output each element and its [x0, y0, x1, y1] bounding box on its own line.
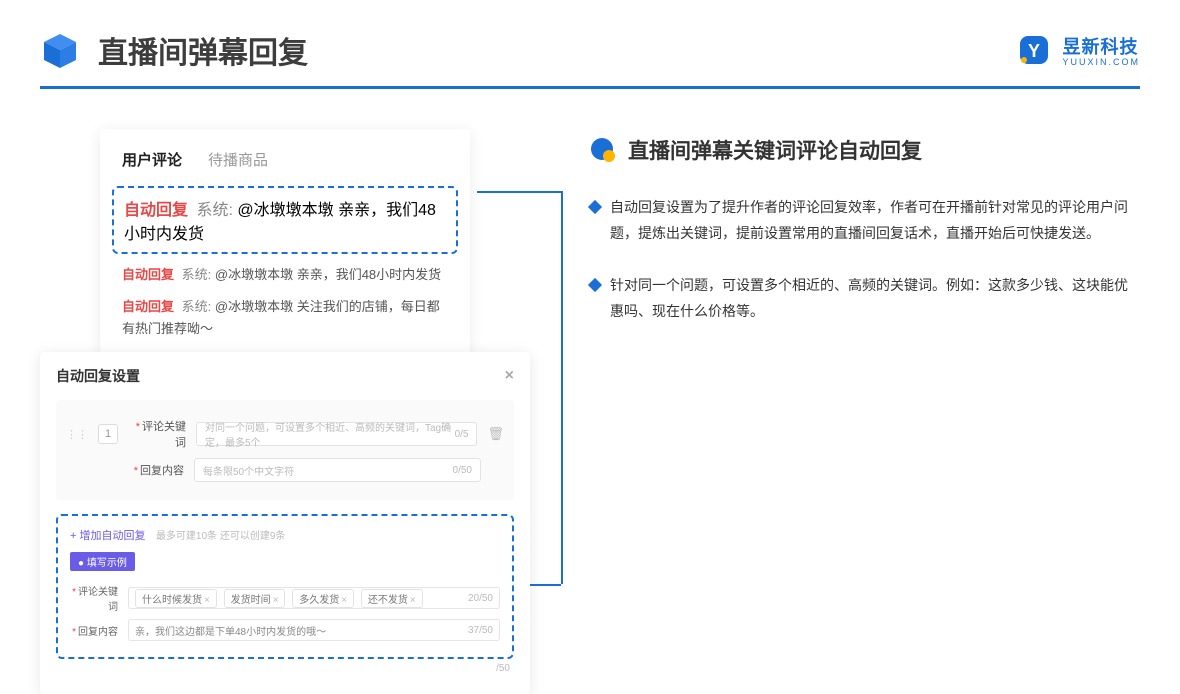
system-label: 系统:: [182, 299, 212, 314]
logo-text-block: 昱新科技 YUUXIN.COM: [1062, 33, 1140, 67]
example-keyword-row: *评论关键词 什么时候发货× 发货时间× 多久发货× 还不发货× 20/50: [70, 583, 500, 613]
svg-text:Y: Y: [1028, 41, 1040, 61]
header-left: 直播间弹幕回复: [40, 28, 308, 72]
auto-reply-tag: 自动回复: [124, 202, 188, 219]
auto-reply-tag: 自动回复: [122, 299, 174, 314]
page-title: 直播间弹幕回复: [98, 28, 308, 72]
example-keyword-field[interactable]: 什么时候发货× 发货时间× 多久发货× 还不发货× 20/50: [128, 587, 500, 609]
connector-line: [561, 191, 563, 584]
bullet-text: 针对同一个问题，可设置多个相近的、高频的关键词。例如：这款多少钱、这块能优惠吗、…: [610, 273, 1140, 325]
content-label: *回复内容: [126, 462, 184, 478]
logo-text: 昱新科技: [1062, 33, 1140, 59]
settings-card: 自动回复设置 × ⋮⋮ 1 *评论关键词 对同一个问题，可设置多个相近、高频的关…: [40, 352, 530, 694]
example-content-field[interactable]: 亲，我们这边都是下单48小时内发货的哦～ 37/50: [128, 619, 500, 641]
bullet-item: 自动回复设置为了提升作者的评论回复效率，作者可在开播前针对常见的评论用户问题，提…: [590, 195, 1140, 247]
right-column: 直播间弹幕关键词评论自动回复 自动回复设置为了提升作者的评论回复效率，作者可在开…: [590, 129, 1140, 694]
connector-line: [477, 191, 561, 193]
comment-row: 自动回复 系统: @冰墩墩本墩 亲亲，我们48小时内发货: [122, 264, 448, 286]
example-content-row: *回复内容 亲，我们这边都是下单48小时内发货的哦～ 37/50: [70, 619, 500, 641]
ex-content-label: *回复内容: [70, 623, 118, 638]
left-column: 用户评论 待播商品 自动回复 系统: @冰墩墩本墩 亲亲，我们48小时内发货 自…: [40, 129, 540, 694]
index-box: 1: [98, 424, 118, 444]
brand-logo: Y 昱新科技 YUUXIN.COM: [1016, 32, 1140, 68]
delete-icon[interactable]: 🗑: [487, 426, 504, 442]
diamond-icon: [588, 278, 602, 292]
settings-title: 自动回复设置: [56, 366, 140, 386]
keyword-chip[interactable]: 发货时间×: [224, 589, 286, 608]
keyword-chip[interactable]: 多久发货×: [292, 589, 354, 608]
tab-pending-products[interactable]: 待播商品: [208, 149, 268, 170]
logo-subtext: YUUXIN.COM: [1062, 57, 1140, 67]
section-title: 直播间弹幕关键词评论自动回复: [628, 135, 922, 165]
bullet-item: 针对同一个问题，可设置多个相近的、高频的关键词。例如：这款多少钱、这块能优惠吗、…: [590, 273, 1140, 325]
close-icon[interactable]: ×: [505, 367, 514, 385]
system-label: 系统:: [196, 202, 232, 219]
main-area: 用户评论 待播商品 自动回复 系统: @冰墩墩本墩 亲亲，我们48小时内发货 自…: [0, 89, 1180, 694]
chip-list: 什么时候发货× 发货时间× 多久发货× 还不发货×: [135, 589, 427, 608]
keyword-row: ⋮⋮ 1 *评论关键词 对同一个问题，可设置多个相近、高频的关键词，Tag确定，…: [66, 418, 504, 450]
comment-row-highlighted: 自动回复 系统: @冰墩墩本墩 亲亲，我们48小时内发货: [112, 186, 458, 254]
cube-icon: [40, 30, 80, 70]
settings-body: ⋮⋮ 1 *评论关键词 对同一个问题，可设置多个相近、高频的关键词，Tag确定，…: [56, 400, 514, 500]
settings-header: 自动回复设置 ×: [56, 366, 514, 386]
comments-card: 用户评论 待播商品 自动回复 系统: @冰墩墩本墩 亲亲，我们48小时内发货 自…: [100, 129, 470, 362]
logo-mark-icon: Y: [1016, 32, 1052, 68]
add-reply-row: + 增加自动回复 最多可建10条 还可以创建9条: [70, 526, 500, 544]
keyword-chip[interactable]: 什么时候发货×: [135, 589, 217, 608]
keyword-input[interactable]: 对同一个问题，可设置多个相近、高频的关键词，Tag确定，最多5个 0/5: [196, 422, 477, 446]
comment-tabs: 用户评论 待播商品: [122, 149, 448, 170]
slide-header: 直播间弹幕回复 Y 昱新科技 YUUXIN.COM: [0, 0, 1180, 72]
tab-user-comments[interactable]: 用户评论: [122, 149, 182, 170]
section-header: 直播间弹幕关键词评论自动回复: [590, 135, 1140, 165]
example-box: + 增加自动回复 最多可建10条 还可以创建9条 ● 填写示例 *评论关键词 什…: [56, 514, 514, 659]
add-hint: 最多可建10条 还可以创建9条: [156, 531, 285, 542]
chat-bubble-icon: [590, 137, 616, 163]
auto-reply-tag: 自动回复: [122, 267, 174, 282]
keyword-chip[interactable]: 还不发货×: [361, 589, 423, 608]
example-badge: ● 填写示例: [70, 552, 135, 571]
add-auto-reply-link[interactable]: + 增加自动回复: [70, 530, 145, 542]
bullet-text: 自动回复设置为了提升作者的评论回复效率，作者可在开播前针对常见的评论用户问题，提…: [610, 195, 1140, 247]
ex-kw-label: *评论关键词: [70, 583, 118, 613]
comment-row: 自动回复 系统: @冰墩墩本墩 关注我们的店铺，每日都有热门推荐呦～: [122, 296, 448, 340]
diamond-icon: [588, 200, 602, 214]
outer-counter: /50: [56, 663, 514, 674]
content-input[interactable]: 每条限50个中文字符 0/50: [194, 458, 481, 482]
comment-text: @冰墩墩本墩 亲亲，我们48小时内发货: [215, 267, 441, 282]
keyword-label: *评论关键词: [128, 418, 186, 450]
content-row: *回复内容 每条限50个中文字符 0/50: [66, 458, 504, 482]
system-label: 系统:: [182, 267, 212, 282]
